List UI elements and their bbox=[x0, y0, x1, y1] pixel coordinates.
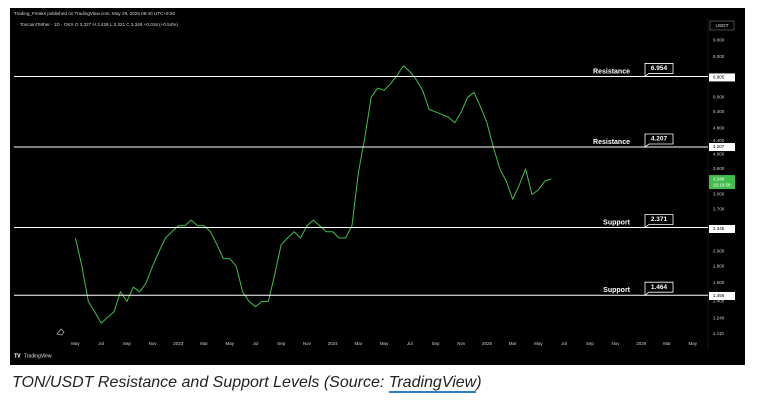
symbol-info: Toncoin/Tether · 1D · OKX O 3.327 H 3.42… bbox=[20, 22, 178, 27]
axis-level-label: 1.456 bbox=[713, 293, 725, 298]
level-value: 2.371 bbox=[651, 216, 668, 223]
publisher-header: Trading_Freaks published on TradingView.… bbox=[14, 11, 175, 16]
y-tick-label: 1.110 bbox=[713, 331, 724, 336]
x-tick-label: Mar bbox=[663, 341, 671, 346]
level-value: 4.207 bbox=[651, 136, 668, 143]
level-value: 6.954 bbox=[651, 65, 668, 72]
axis-level-label: 6.905 bbox=[713, 75, 725, 80]
x-tick-label: Sep bbox=[586, 341, 595, 346]
x-tick-label: Jul bbox=[98, 341, 104, 346]
x-tick-label: May bbox=[71, 341, 80, 346]
x-tick-label: 2025 bbox=[482, 341, 493, 346]
y-tick-label: 8.000 bbox=[713, 54, 725, 59]
x-tick-label: Jul bbox=[561, 341, 567, 346]
last-price: 3.348 bbox=[713, 176, 725, 181]
x-tick-label: Nov bbox=[612, 341, 621, 346]
y-tick-label: 4.400 bbox=[713, 138, 725, 143]
countdown: 15:18:58 bbox=[713, 182, 731, 187]
y-tick-label: 4.800 bbox=[713, 126, 725, 131]
level-name: Support bbox=[603, 287, 630, 294]
x-tick-label: Sep bbox=[432, 341, 441, 346]
x-tick-label: May bbox=[688, 341, 697, 346]
x-tick-label: Sep bbox=[123, 341, 132, 346]
x-tick-label: May bbox=[534, 341, 543, 346]
caption-text-end: ) bbox=[476, 374, 482, 391]
caption-link[interactable]: TradingView bbox=[388, 374, 477, 393]
level-callout bbox=[644, 281, 674, 296]
level-name: Support bbox=[603, 219, 630, 226]
x-tick-label: 2026 bbox=[636, 341, 647, 346]
y-tick-label: 1.240 bbox=[713, 316, 725, 321]
axis-level-label: 2.346 bbox=[713, 226, 725, 231]
y-tick-label: 1.400 bbox=[713, 299, 725, 304]
x-tick-label: 2023 bbox=[173, 341, 184, 346]
level-callout bbox=[644, 63, 674, 78]
drawing-icon bbox=[56, 328, 65, 336]
level-name: Resistance bbox=[593, 68, 630, 75]
x-tick-label: Nov bbox=[149, 341, 158, 346]
x-tick-label: 2024 bbox=[328, 341, 339, 346]
level-callout bbox=[644, 214, 674, 229]
tv-logo-mark: 𝐓𝐕 bbox=[14, 353, 21, 359]
caption: TON/USDT Resistance and Support Levels (… bbox=[12, 374, 482, 393]
y-tick-label: 4.000 bbox=[713, 151, 725, 156]
x-tick-label: Sep bbox=[277, 341, 286, 346]
y-tick-label: 1.800 bbox=[713, 263, 725, 268]
level-callout bbox=[644, 133, 674, 148]
x-tick-label: Mar bbox=[354, 341, 362, 346]
chart-background bbox=[10, 8, 745, 365]
tv-logo: TradingView bbox=[24, 353, 52, 359]
x-tick-label: Nov bbox=[303, 341, 312, 346]
y-tick-label: 9.000 bbox=[713, 37, 725, 42]
last-price-box bbox=[709, 175, 735, 190]
y-tick-label: 2.000 bbox=[713, 249, 725, 254]
x-tick-label: Jul bbox=[407, 341, 413, 346]
x-tick-label: May bbox=[380, 341, 389, 346]
caption-text: TON/USDT Resistance and Support Levels (… bbox=[12, 374, 389, 391]
x-tick-label: Mar bbox=[509, 341, 517, 346]
axis-level-box bbox=[709, 224, 735, 233]
x-tick-label: May bbox=[226, 341, 235, 346]
y-tick-label: 6.000 bbox=[713, 94, 725, 99]
currency-label: USDT bbox=[715, 23, 728, 29]
price-line bbox=[74, 65, 552, 324]
y-tick-label: 3.600 bbox=[713, 166, 725, 171]
axis-level-label: 4.207 bbox=[713, 144, 725, 149]
y-tick-label: 3.000 bbox=[713, 192, 725, 197]
currency-box bbox=[709, 20, 735, 31]
y-tick-label: 2.700 bbox=[713, 206, 725, 211]
y-tick-label: 1.600 bbox=[713, 280, 725, 285]
level-name: Resistance bbox=[593, 139, 630, 146]
x-tick-label: Jul bbox=[253, 341, 259, 346]
axis-level-box bbox=[709, 73, 735, 82]
x-tick-label: Mar bbox=[200, 341, 208, 346]
y-tick-label: 5.400 bbox=[713, 109, 725, 114]
axis-level-box bbox=[709, 143, 735, 152]
axis-level-box bbox=[709, 291, 735, 300]
level-value: 1.464 bbox=[651, 284, 668, 291]
x-tick-label: Nov bbox=[457, 341, 466, 346]
